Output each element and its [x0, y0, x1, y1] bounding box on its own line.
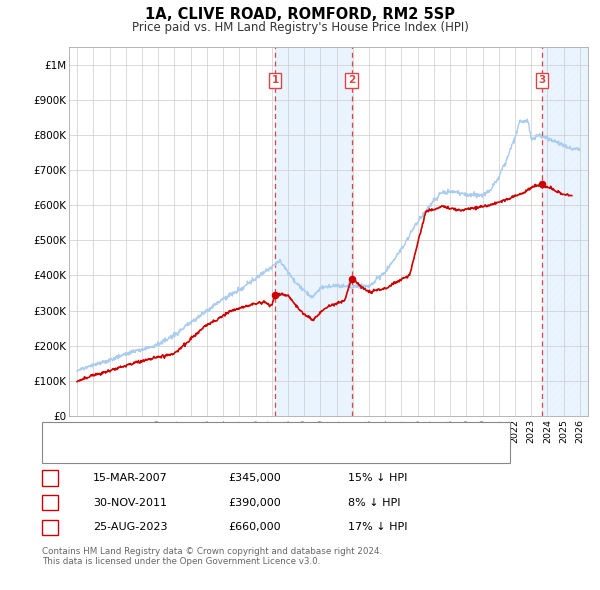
- Text: Contains HM Land Registry data © Crown copyright and database right 2024.: Contains HM Land Registry data © Crown c…: [42, 547, 382, 556]
- Text: HPI: Average price, detached house, Havering: HPI: Average price, detached house, Have…: [87, 445, 327, 455]
- Bar: [542, 47, 588, 416]
- Text: 1A, CLIVE ROAD, ROMFORD, RM2 5SP (detached house): 1A, CLIVE ROAD, ROMFORD, RM2 5SP (detach…: [87, 428, 378, 437]
- Text: 1: 1: [46, 473, 53, 483]
- Bar: [542, 47, 588, 416]
- Text: 15-MAR-2007: 15-MAR-2007: [93, 473, 168, 483]
- Text: 17% ↓ HPI: 17% ↓ HPI: [348, 523, 407, 532]
- Text: This data is licensed under the Open Government Licence v3.0.: This data is licensed under the Open Gov…: [42, 558, 320, 566]
- Text: 2: 2: [348, 76, 355, 86]
- Text: 2: 2: [46, 498, 53, 507]
- Text: £345,000: £345,000: [228, 473, 281, 483]
- Text: 25-AUG-2023: 25-AUG-2023: [93, 523, 167, 532]
- Text: 3: 3: [46, 523, 53, 532]
- Bar: [275, 47, 352, 416]
- Text: £660,000: £660,000: [228, 523, 281, 532]
- Text: 1: 1: [272, 76, 279, 86]
- Text: Price paid vs. HM Land Registry's House Price Index (HPI): Price paid vs. HM Land Registry's House …: [131, 21, 469, 34]
- Text: 1A, CLIVE ROAD, ROMFORD, RM2 5SP: 1A, CLIVE ROAD, ROMFORD, RM2 5SP: [145, 7, 455, 22]
- Text: 8% ↓ HPI: 8% ↓ HPI: [348, 498, 401, 507]
- Text: 30-NOV-2011: 30-NOV-2011: [93, 498, 167, 507]
- Text: 3: 3: [538, 76, 545, 86]
- Text: £390,000: £390,000: [228, 498, 281, 507]
- Text: 15% ↓ HPI: 15% ↓ HPI: [348, 473, 407, 483]
